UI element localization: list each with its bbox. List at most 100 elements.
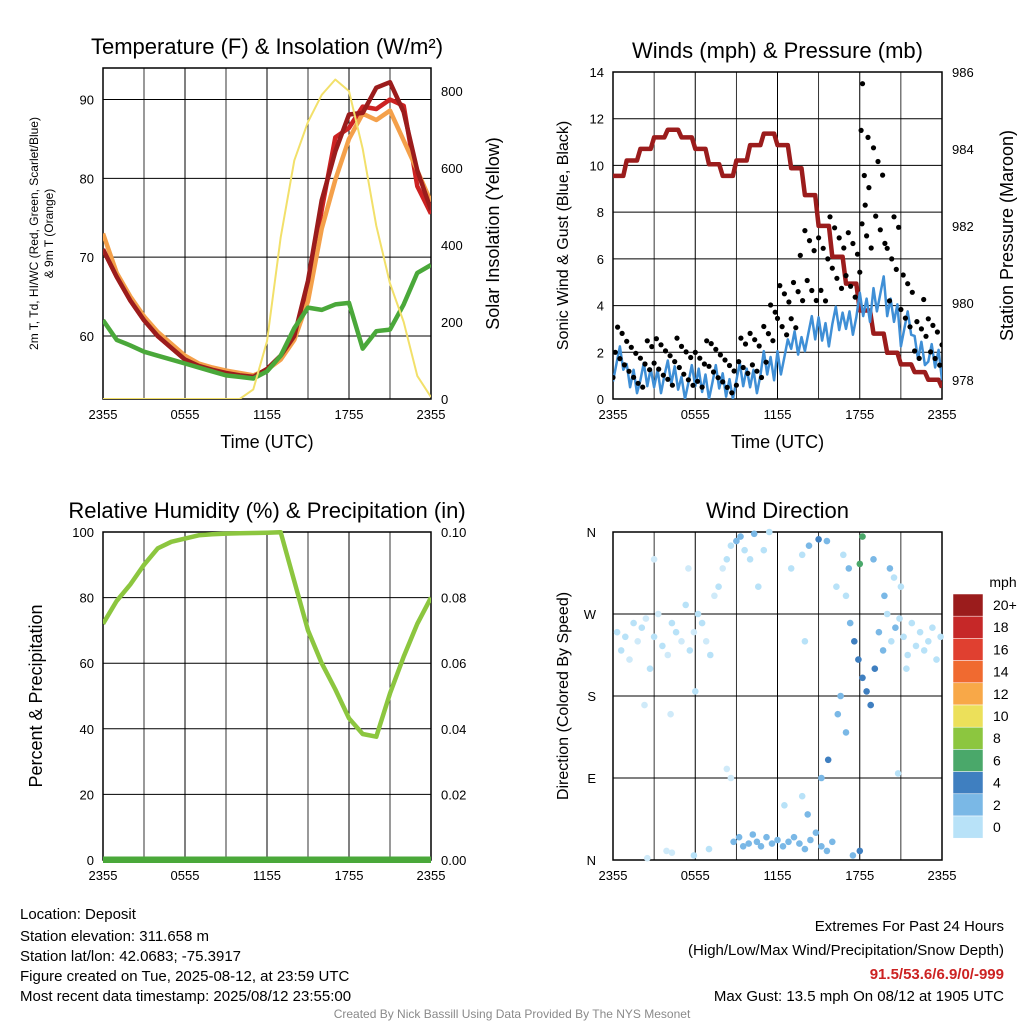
series-line [103, 78, 431, 399]
direction-point [692, 688, 699, 695]
gust-point [788, 316, 794, 322]
gust-point [635, 380, 641, 386]
gust-point [624, 338, 630, 344]
direction-point [630, 619, 637, 627]
series-line [613, 275, 942, 399]
gust-point [649, 344, 655, 350]
direction-point [641, 701, 648, 709]
footer-location: Location: Deposit [20, 906, 136, 923]
x-tick-label: 2355 [599, 868, 628, 883]
x-tick-label: 2355 [417, 868, 446, 883]
direction-point [737, 533, 744, 540]
y-tick-label: S [587, 689, 596, 704]
direction-point [745, 840, 752, 847]
gust-point [758, 374, 765, 381]
y-tick-label: 0 [597, 392, 604, 407]
gust-point [893, 266, 899, 272]
gust-point [685, 377, 692, 383]
direction-point [897, 583, 905, 590]
direction-point [690, 628, 698, 636]
colorbar-swatch [952, 704, 984, 728]
gust-point [667, 353, 673, 359]
y2-tick-label: 800 [441, 84, 463, 99]
gust-point [674, 335, 680, 341]
direction-point [867, 701, 874, 709]
gust-point [640, 384, 646, 390]
y-tick-label: 70 [80, 250, 94, 265]
direction-point [690, 852, 698, 859]
gust-point [631, 374, 637, 380]
gust-point [880, 172, 886, 178]
direction-point [796, 840, 803, 847]
gust-point [676, 364, 682, 371]
gust-point [731, 368, 737, 374]
gust-point [854, 251, 861, 257]
gust-point [900, 272, 906, 278]
gust-point [825, 256, 831, 262]
direction-point [787, 565, 795, 572]
gust-point [729, 390, 735, 396]
direction-point [705, 845, 713, 853]
direction-point [746, 556, 754, 563]
direction-point [723, 765, 731, 773]
gust-point [873, 213, 879, 219]
gust-point [752, 337, 758, 343]
gust-point [706, 363, 712, 369]
x-tick-label: 2355 [928, 407, 957, 422]
direction-point [818, 774, 825, 782]
x-tick-label: 0555 [171, 407, 200, 422]
direction-point [766, 528, 773, 536]
gust-point [690, 382, 696, 388]
gust-point [619, 330, 625, 336]
gust-point [795, 289, 801, 295]
direction-point [739, 843, 747, 850]
y2-axis-label: Solar Insolation (Yellow) [483, 137, 503, 329]
gust-point [841, 245, 847, 251]
gust-point [822, 298, 829, 304]
direction-point [646, 665, 654, 672]
gust-point [701, 361, 708, 367]
direction-point [829, 838, 836, 846]
gust-point [909, 289, 915, 295]
footer-latlon: Station lat/lon: 42.0683; -75.3917 [20, 948, 242, 965]
gust-point [726, 362, 733, 369]
direction-point [682, 601, 689, 609]
gust-point [829, 265, 835, 271]
y-axis-label-line2: & 9m T (Orange) [42, 189, 56, 279]
y-axis-label: 2m T, Td, HI/WC (Red, Green, Scarlet/Blu… [27, 117, 41, 350]
y2-axis-label: Station Pressure (Maroon) [997, 130, 1017, 341]
direction-point [871, 665, 879, 672]
direction-point [711, 592, 718, 600]
x-tick-label: 2355 [89, 407, 118, 422]
y-tick-label: 80 [80, 171, 94, 186]
x-tick-label: 1155 [764, 407, 792, 422]
gust-point [865, 134, 871, 140]
direction-point [672, 628, 680, 636]
colorbar-label: 2 [993, 797, 1001, 813]
x-tick-label: 1155 [253, 868, 281, 883]
y2-tick-label: 400 [441, 238, 463, 253]
gust-point [626, 368, 632, 374]
y-tick-label: 4 [597, 299, 604, 314]
colorbar-swatch [952, 793, 984, 817]
direction-point [823, 847, 831, 855]
gust-point [692, 349, 698, 355]
x-tick-label: 2355 [928, 868, 957, 883]
direction-point [912, 642, 920, 650]
gust-point [615, 324, 621, 330]
y2-tick-label: 0.00 [441, 853, 466, 868]
gust-point [656, 366, 662, 372]
temperature-insolation-chart: 2355 0555 1155 1755 2355 Temperature (F) & In… [27, 34, 503, 452]
direction-point [727, 774, 735, 782]
gust-point [937, 362, 942, 368]
colorbar-label: 12 [993, 686, 1009, 702]
colorbar-label: 0 [993, 819, 1001, 835]
gust-point [653, 336, 660, 342]
direction-point [617, 647, 625, 654]
gust-point [932, 355, 938, 362]
footer-elevation: Station elevation: 311.658 m [20, 928, 210, 945]
direction-point [815, 536, 822, 543]
direction-point [879, 647, 887, 654]
colorbar-swatch [952, 660, 984, 684]
extremes-title: Extremes For Past 24 Hours [814, 918, 1004, 935]
